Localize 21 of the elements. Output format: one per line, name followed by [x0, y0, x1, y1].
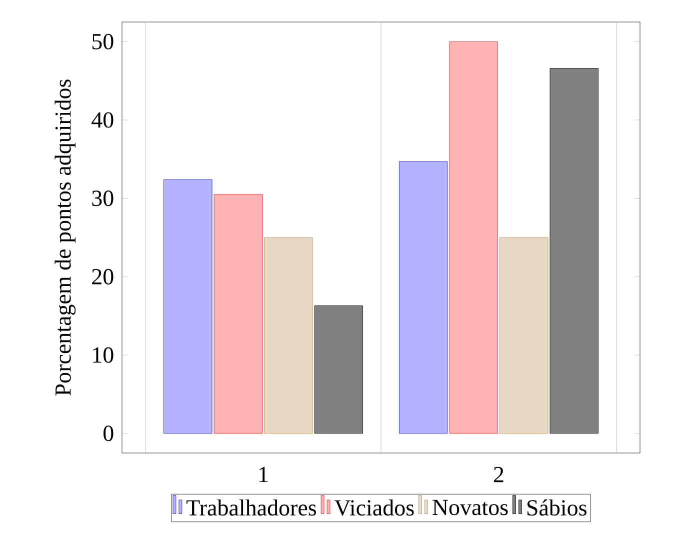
y-tick-label: 30 [92, 190, 114, 206]
legend-label: Viciados [334, 499, 414, 516]
bar [500, 237, 548, 434]
legend-label: Trabalhadores [186, 499, 316, 516]
y-tick-label: 10 [93, 347, 114, 363]
bar [449, 41, 498, 434]
x-tick-label: 2 [494, 466, 504, 482]
legend-label: Sábios [527, 499, 586, 516]
y-tick-label: 50 [92, 34, 114, 50]
legend-label: Novatos [432, 500, 508, 516]
bar [399, 161, 448, 434]
y-tick-label: 40 [92, 112, 114, 128]
bar [550, 68, 598, 434]
x-tick-label: 1 [260, 466, 268, 482]
bar [164, 179, 212, 434]
y-tick-label: 0 [104, 426, 114, 442]
bar [314, 305, 363, 434]
bar [264, 237, 313, 434]
y-tick-label: 20 [92, 268, 114, 284]
bar [214, 194, 262, 434]
y-axis-title: Porcentagem de pontos adquiridos [54, 80, 76, 396]
